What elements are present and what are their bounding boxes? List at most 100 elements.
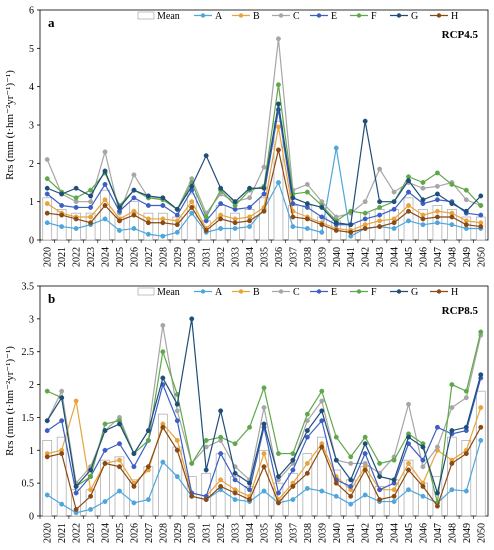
data-point-H (102, 460, 108, 466)
data-point-G (218, 185, 224, 191)
data-point-H (117, 218, 122, 224)
legend-marker-C (278, 289, 284, 294)
data-point-A (247, 224, 252, 230)
data-point-A (304, 226, 310, 231)
data-point-E (218, 451, 224, 457)
y-tick-label: 6 (29, 6, 34, 17)
legend-label-C: C (293, 287, 300, 298)
data-point-F (189, 460, 195, 466)
data-point-F (377, 204, 383, 210)
data-point-E (478, 212, 484, 218)
data-point-G (406, 178, 411, 184)
data-point-C (391, 189, 397, 195)
scenario-label: RCP8.5 (442, 305, 479, 317)
x-tick-label: 2036 (274, 247, 285, 267)
legend-marker-H (436, 289, 442, 294)
x-tick-label: 2032 (216, 247, 227, 267)
data-point-H (276, 147, 281, 153)
data-point-G (478, 372, 484, 378)
legend-label-H: H (451, 11, 458, 22)
x-tick-label: 2029 (173, 523, 184, 543)
y-tick-label: 2.5 (22, 347, 35, 358)
data-point-A (261, 488, 267, 494)
data-point-H (333, 480, 339, 486)
data-point-E (434, 424, 440, 430)
mean-bar (186, 193, 197, 241)
data-point-A (102, 216, 108, 222)
legend-marker-F (356, 289, 362, 294)
data-point-G (247, 185, 252, 191)
data-point-H (44, 454, 50, 460)
legend-marker-H (436, 13, 442, 18)
data-point-F (44, 388, 50, 394)
mean-bar (302, 453, 313, 517)
data-point-H (73, 216, 79, 222)
data-point-F (73, 195, 79, 201)
mean-bar (42, 440, 53, 517)
data-point-H (131, 483, 137, 489)
data-point-C (59, 388, 65, 394)
data-point-G (145, 193, 151, 199)
x-tick-label: 2040 (332, 523, 343, 543)
legend-label-E: E (331, 287, 337, 298)
legend-label-B: B (253, 287, 260, 298)
data-point-A (131, 500, 137, 506)
data-point-G (131, 187, 137, 193)
x-tick-label: 2022 (72, 247, 83, 267)
data-point-G (434, 490, 440, 496)
data-point-F (276, 82, 281, 88)
x-tick-label: 2033 (231, 247, 242, 267)
data-point-C (261, 164, 267, 170)
x-tick-label: 2030 (187, 247, 198, 267)
y-tick-label: 2 (29, 380, 34, 391)
data-point-B (377, 218, 383, 224)
x-tick-label: 2047 (433, 523, 444, 543)
data-point-A (420, 493, 426, 499)
y-tick-label: 1 (29, 446, 34, 457)
data-point-F (391, 457, 397, 463)
mean-bar (288, 472, 298, 517)
data-point-H (44, 210, 50, 216)
data-point-E (420, 457, 426, 463)
x-tick-label: 2045 (404, 523, 415, 543)
data-point-C (304, 181, 310, 187)
data-point-G (117, 421, 122, 427)
data-point-G (59, 191, 65, 197)
data-point-H (261, 208, 267, 214)
data-point-A (420, 222, 426, 228)
data-point-G (102, 168, 108, 174)
panel-label: a (48, 15, 55, 30)
data-point-E (102, 181, 108, 187)
data-point-H (88, 220, 94, 226)
data-point-F (449, 181, 455, 187)
data-point-H (88, 493, 94, 499)
legend-marker-A (200, 289, 206, 294)
y-tick-label: 0 (29, 512, 34, 523)
data-point-E (73, 204, 79, 210)
data-point-B (304, 460, 310, 466)
data-point-G (261, 421, 267, 427)
legend-label-A: A (215, 11, 223, 22)
data-point-A (44, 492, 50, 498)
data-point-G (463, 208, 469, 214)
data-point-E (73, 490, 79, 496)
data-point-F (420, 180, 426, 185)
x-tick-label: 2023 (86, 523, 97, 543)
x-tick-label: 2043 (375, 247, 386, 267)
data-point-H (174, 222, 180, 228)
data-point-E (434, 197, 440, 203)
x-tick-label: 2031 (202, 247, 213, 267)
data-point-E (406, 189, 411, 195)
data-point-C (377, 166, 383, 172)
data-point-H (304, 470, 310, 476)
data-point-F (362, 210, 368, 216)
mean-bar (331, 469, 342, 517)
data-point-G (145, 428, 151, 434)
x-tick-label: 2044 (390, 247, 401, 267)
data-point-C (276, 36, 281, 42)
data-point-F (478, 329, 484, 335)
legend-marker-E (316, 13, 322, 18)
x-tick-label: 2027 (144, 247, 155, 267)
data-point-C (160, 322, 166, 328)
y-axis-label: Rrs (mm (t·hm⁻²yr⁻¹)⁻¹) (4, 70, 16, 180)
